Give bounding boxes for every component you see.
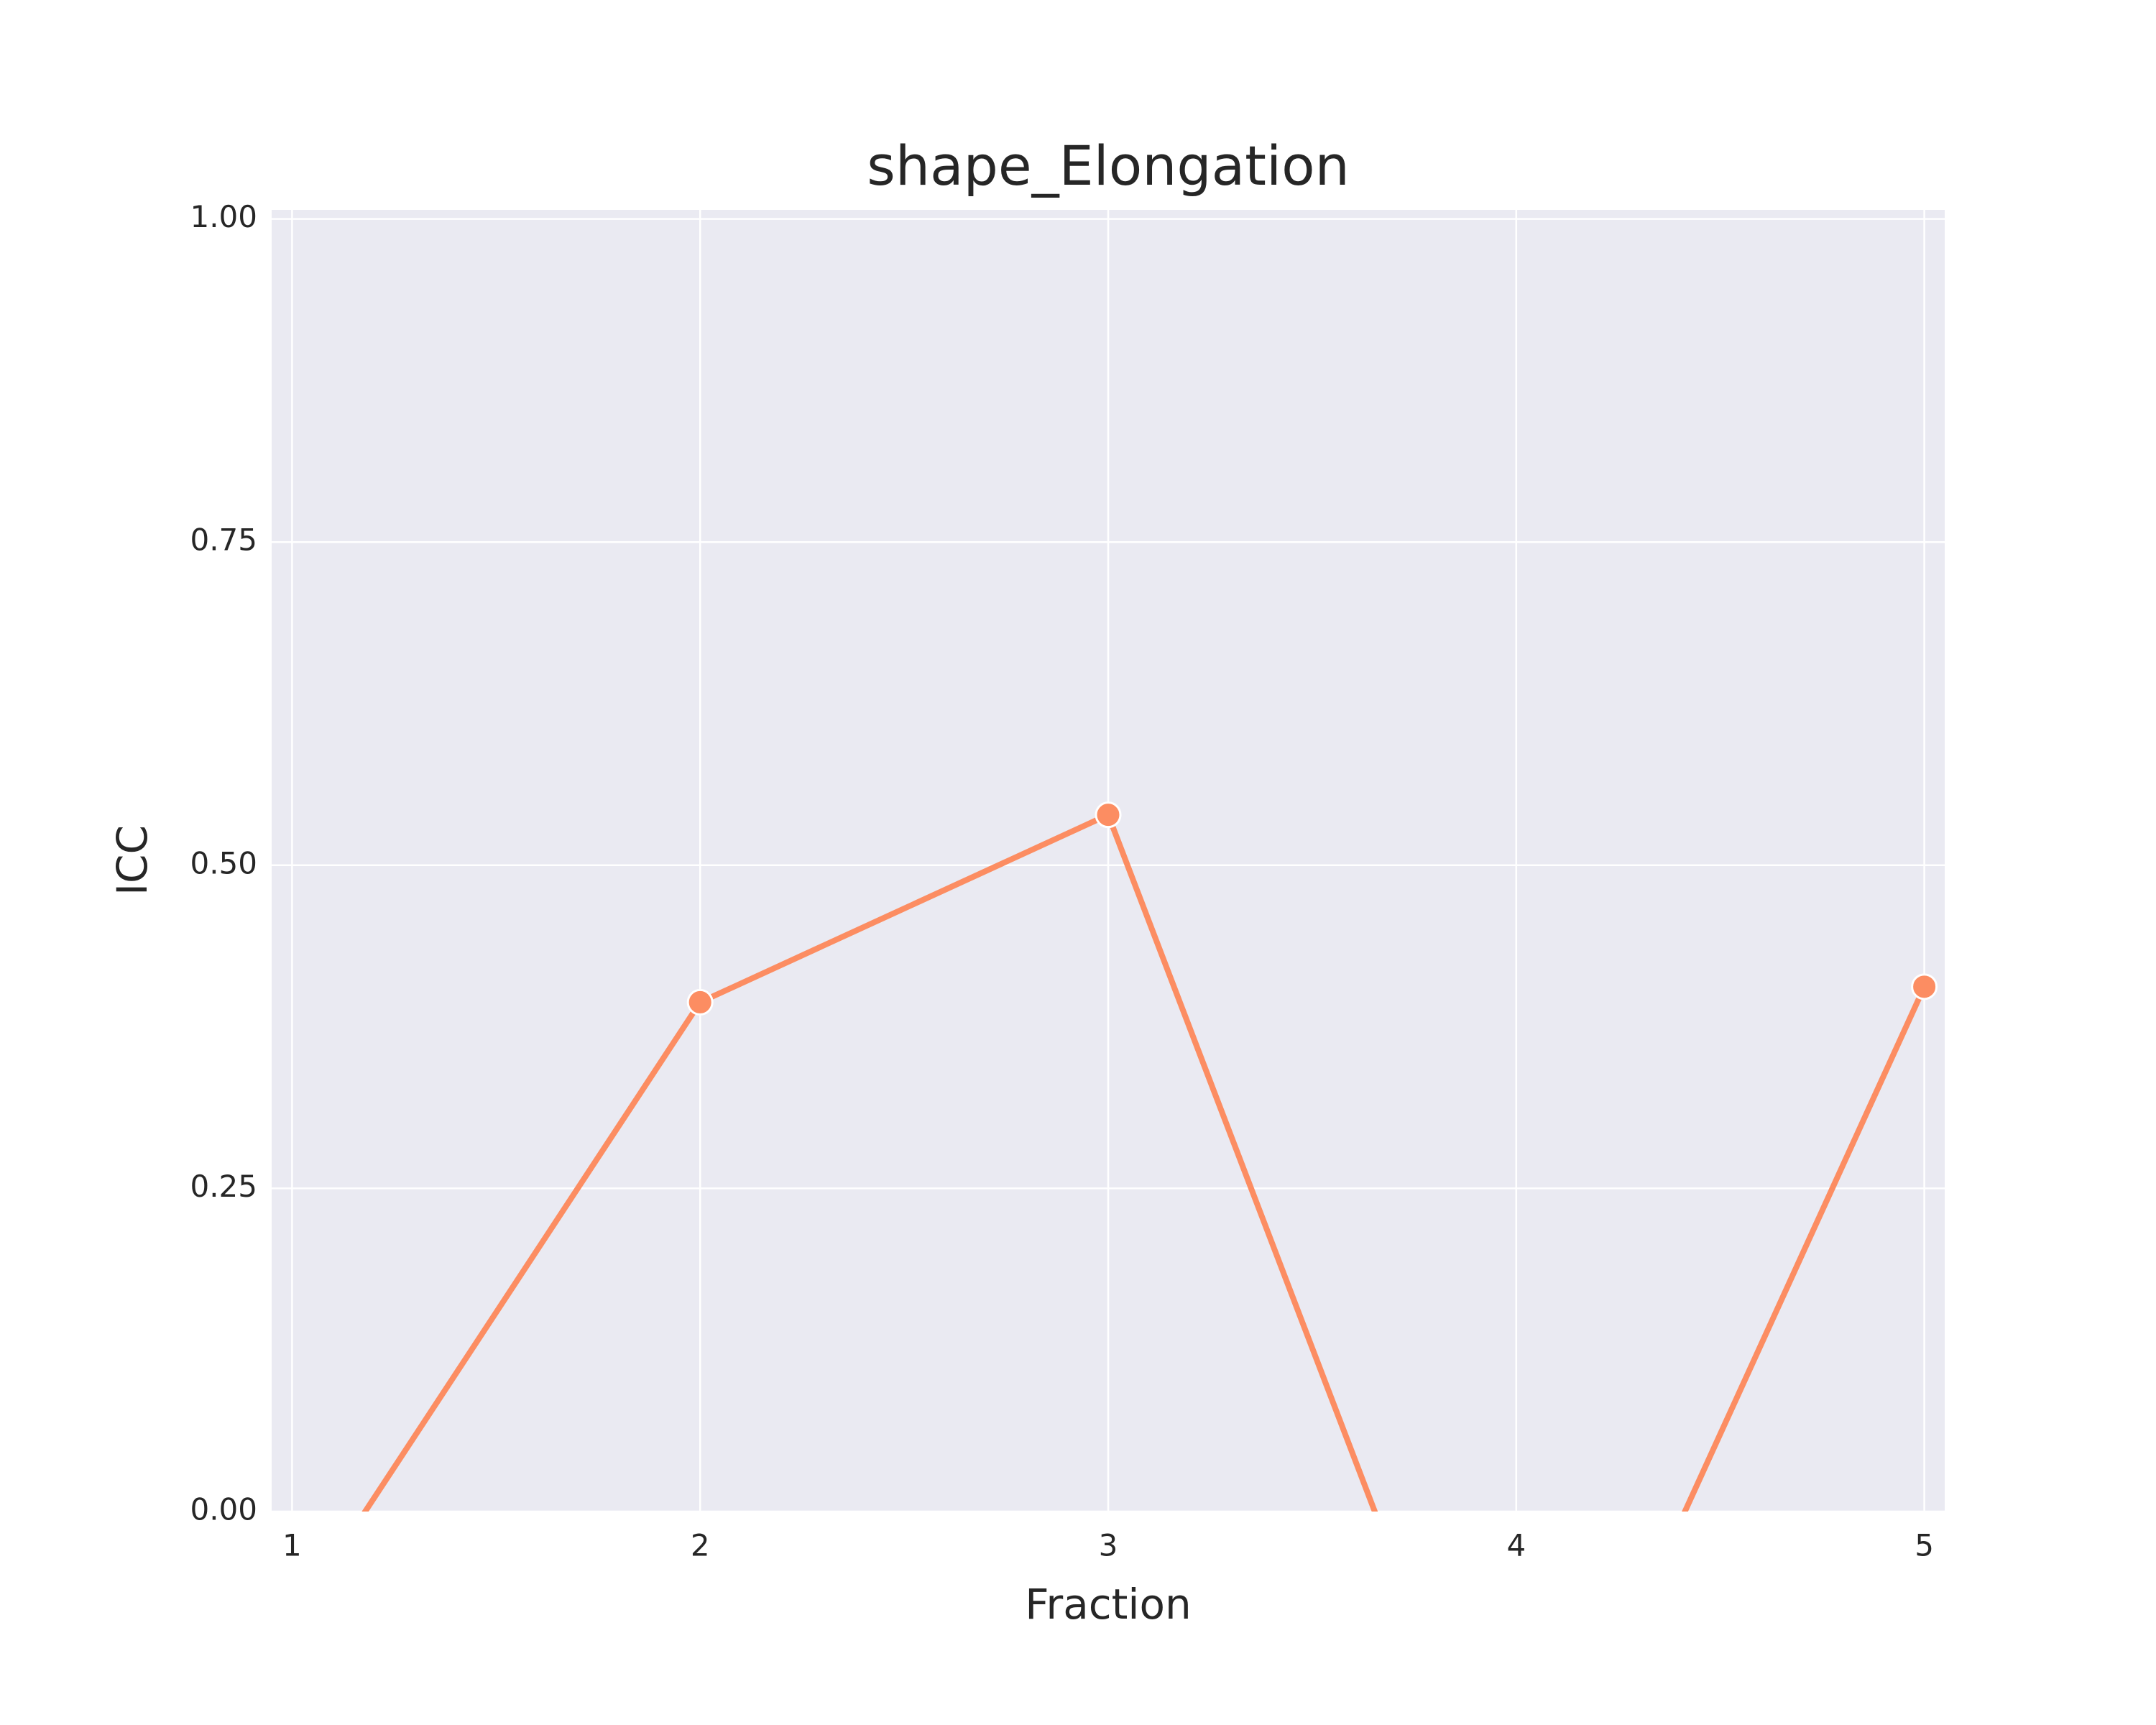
marker [1095, 801, 1122, 829]
marker [686, 988, 714, 1016]
chart-title: shape_Elongation [867, 134, 1350, 198]
x-tick-label: 1 [282, 1528, 302, 1563]
x-tick-label: 5 [1915, 1528, 1934, 1563]
plot-area [280, 801, 1938, 1635]
marker [280, 1611, 304, 1635]
y-tick-label: 0.50 [190, 845, 257, 880]
y-axis-label: ICC [108, 825, 157, 896]
y-tick-label: 0.25 [190, 1169, 257, 1204]
y-tick-label: 1.00 [190, 199, 257, 234]
y-tick-label: 0.75 [190, 523, 257, 558]
x-axis-label: Fraction [1025, 1580, 1192, 1629]
marker [1911, 973, 1938, 1000]
y-tick-label: 0.00 [190, 1492, 257, 1527]
x-tick-label: 2 [691, 1528, 710, 1563]
x-tick-label: 4 [1506, 1528, 1526, 1563]
x-tick-label: 3 [1099, 1528, 1118, 1563]
